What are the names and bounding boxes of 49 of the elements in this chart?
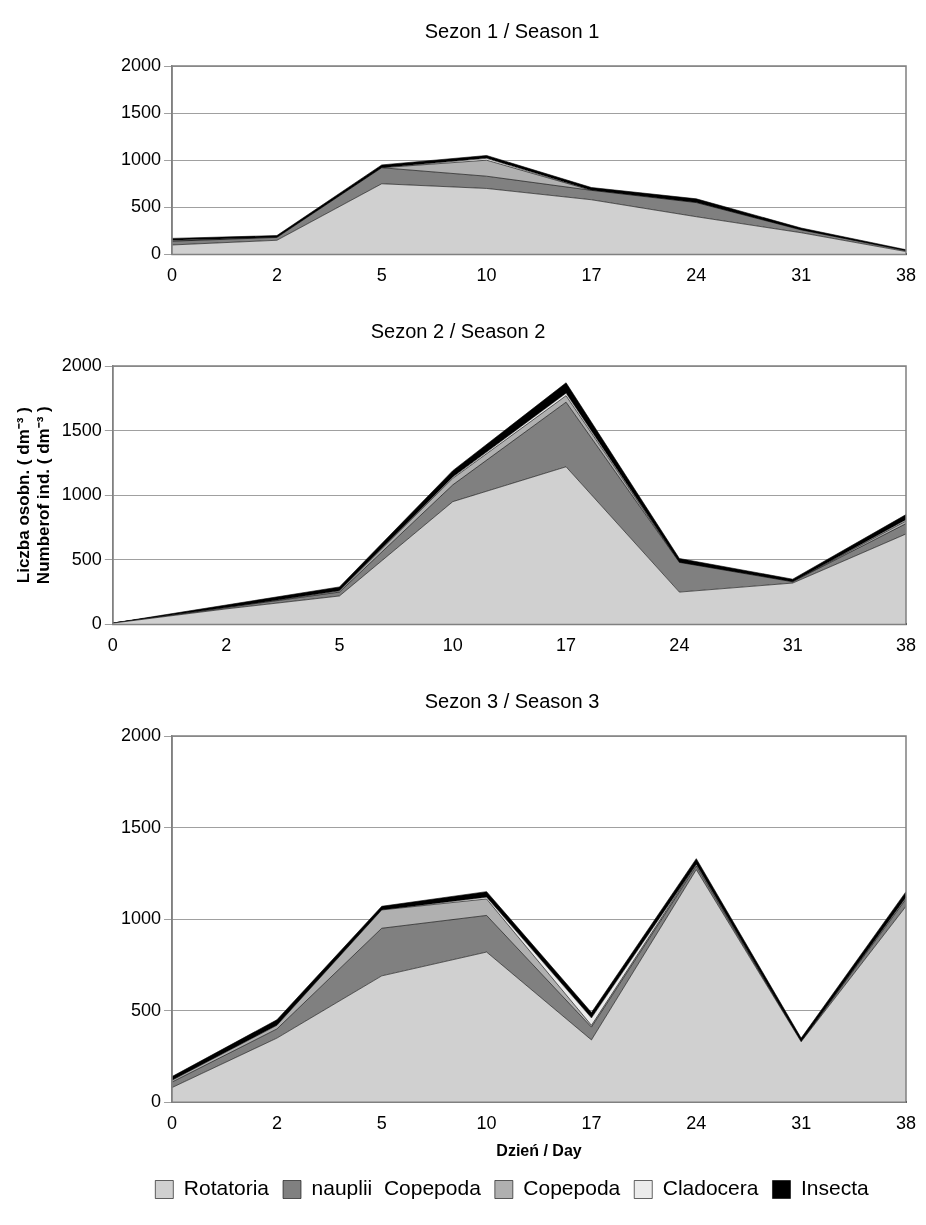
y-tick-label: 500 [131,196,162,217]
x-tick-label: 38 [895,1112,917,1133]
y-tick-label: 1500 [61,419,102,440]
x-tick-label: 10 [476,1112,497,1133]
x-tick-label: 31 [791,265,812,286]
x-tick-label: 24 [686,1112,707,1133]
x-tick-label: 0 [107,635,118,656]
x-tick-label: 2 [271,265,282,286]
x-tick-label: 17 [581,1112,602,1133]
x-tick-label: 10 [442,635,463,656]
x-tick-label: 38 [895,265,917,286]
legend-label: Rotatoria [183,1176,270,1200]
x-tick-label: 31 [791,1112,812,1133]
y-tick-label: 2000 [121,724,162,745]
x-tick-label: 24 [686,265,707,286]
y-tick-label: 1000 [61,484,102,505]
x-tick-label: 10 [476,265,497,286]
y-tick-label: 1000 [121,908,162,929]
y-tick-label: 0 [151,243,162,264]
x-tick-label: 2 [271,1112,282,1133]
x-tick-label: 24 [669,635,690,656]
x-tick-label: 5 [376,1112,387,1133]
x-tick-label: 17 [556,635,577,656]
chart-title: Sezon 1 / Season 1 [424,19,600,42]
y-tick-label: 2000 [61,354,102,375]
legend-label: Copepoda [523,1176,621,1200]
legend-label: nauplii Copepoda [311,1176,482,1200]
chart-title: Sezon 3 / Season 3 [424,689,600,712]
y-tick-label: 0 [151,1091,162,1112]
x-tick-label: 2 [221,635,232,656]
legend-label: Insecta [800,1176,869,1200]
x-tick-label: 17 [581,265,602,286]
y-axis-title: Liczba osobn. ( dm⁻³ ) Numberof ind. ( dm⁻³ ) [13,406,54,585]
x-tick-label: 0 [167,1112,178,1133]
x-axis-title: Dzień / Day [496,1141,582,1159]
x-tick-label: 38 [895,635,917,656]
y-tick-label: 500 [71,548,102,569]
y-tick-label: 2000 [121,54,162,75]
y-tick-label: 1500 [121,102,162,123]
x-tick-label: 5 [376,265,387,286]
x-tick-label: 5 [334,635,345,656]
chart-title: Sezon 2 / Season 2 [370,319,546,342]
legend-label: Cladocera [662,1176,759,1200]
y-tick-label: 1500 [121,816,162,837]
y-tick-label: 0 [91,613,102,634]
x-tick-label: 31 [782,635,803,656]
y-tick-label: 1000 [121,149,162,170]
y-tick-label: 500 [131,999,162,1020]
x-tick-label: 0 [167,265,178,286]
